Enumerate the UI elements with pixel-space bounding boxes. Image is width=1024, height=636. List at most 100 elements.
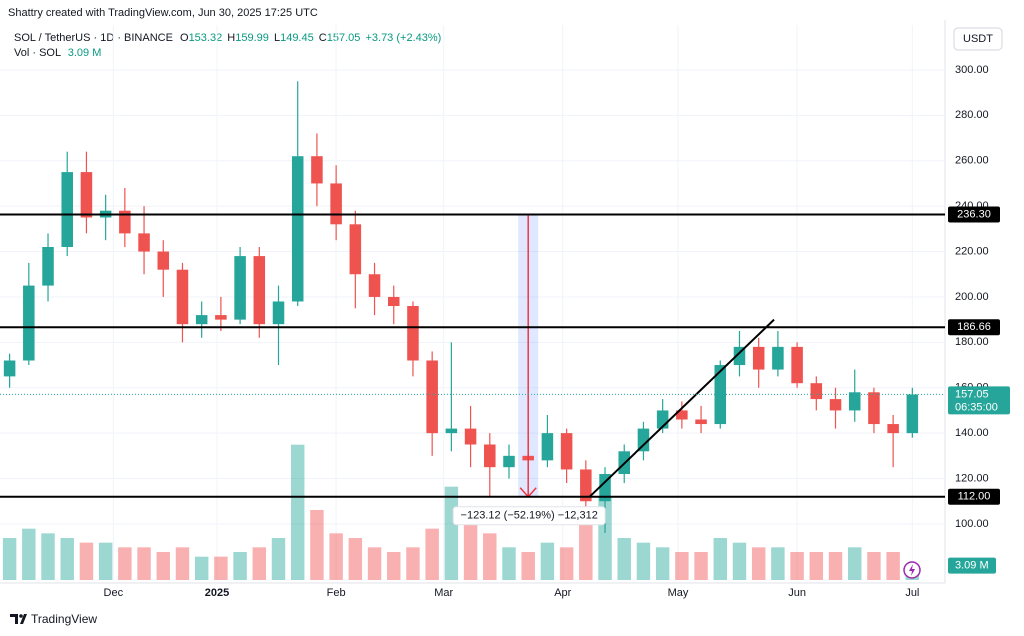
volume-bar (559, 547, 574, 580)
volume-bar (540, 542, 555, 580)
volume-bar (809, 552, 824, 580)
candle-body (157, 251, 170, 270)
x-tick-label: Jul (905, 587, 919, 599)
volume-bar (79, 542, 94, 580)
x-tick-label: May (668, 587, 689, 599)
volume-bar (118, 547, 132, 580)
volume-bar (194, 556, 209, 580)
candle-body (541, 433, 554, 461)
volume-bar (2, 538, 17, 580)
level-label-box (948, 206, 1000, 223)
x-tick-label: Mar (434, 587, 453, 599)
measure-label-box (452, 506, 606, 526)
candle-body (42, 247, 54, 286)
last-price-box (948, 386, 1010, 415)
volume-bar (483, 533, 497, 580)
volume-value: 3.09 M (68, 47, 102, 59)
brand-logo (10, 614, 27, 624)
ohlc-label: O (180, 32, 189, 44)
candle-body (868, 392, 880, 425)
candle-body (599, 473, 611, 502)
volume-bar (463, 524, 478, 580)
volume-bar (60, 538, 74, 580)
candle-body (733, 346, 746, 366)
ohlc-label: L (274, 32, 280, 44)
change: +3.73 (+2.43%) (365, 32, 441, 44)
level-label: 186.66 (957, 321, 991, 333)
x-tick-label: Feb (327, 587, 346, 599)
y-tick-label: 220.00 (955, 245, 989, 257)
currency-button[interactable] (953, 27, 1003, 51)
volume-bar (886, 552, 900, 580)
ohlc-value: 149.45 (280, 32, 314, 44)
volume-title: Vol · SOL (14, 47, 61, 59)
candle-body (791, 346, 803, 384)
candle-body (311, 156, 323, 184)
volume-bar (502, 547, 516, 580)
volume-bar (675, 552, 689, 580)
volume-header: Vol · SOL 3.09 M (14, 47, 101, 59)
candle-body (560, 433, 573, 470)
volume-bar (214, 556, 228, 580)
y-tick-label: 200.00 (955, 291, 989, 303)
brand-name: TradingView (31, 612, 97, 626)
level-label: 236.30 (957, 208, 991, 220)
volume-label: 3.09 M (955, 559, 989, 571)
y-tick-label: 180.00 (955, 336, 989, 348)
x-tick-label: 2025 (205, 587, 229, 599)
candle-body (138, 233, 150, 252)
y-tick-label: 140.00 (955, 427, 989, 439)
candle-body (810, 383, 823, 400)
volume-bar (348, 538, 363, 580)
candle-body (330, 183, 342, 225)
volume-bar (271, 538, 286, 580)
x-tick-label: Dec (104, 587, 124, 599)
volume-bar (848, 547, 862, 580)
candle-body (848, 392, 861, 411)
volume-bar (579, 514, 593, 580)
volume-bar (367, 547, 382, 580)
candle-body (176, 269, 189, 325)
legend-header: SOL / TetherUS · 1D · BINANCE O153.32 H1… (14, 32, 441, 44)
candle-body (368, 274, 381, 297)
ohlc-value: 153.32 (189, 32, 223, 44)
candle-body (887, 424, 899, 434)
candle-body (349, 224, 362, 275)
candle-body (272, 301, 285, 325)
candle-body (291, 156, 304, 302)
x-tick-label: Jun (788, 587, 806, 599)
attribution: Shattry created with TradingView.com, Ju… (8, 7, 318, 19)
candle-body (387, 296, 400, 307)
y-tick-label: 260.00 (955, 155, 989, 167)
candle-body (61, 172, 73, 247)
alert-bolt (909, 564, 915, 576)
volume-bar (22, 528, 36, 580)
volume-bar (329, 533, 343, 580)
candle-body (80, 172, 93, 218)
volume-bar (98, 542, 113, 580)
volume-bar (233, 552, 247, 580)
trendline (588, 318, 775, 498)
volume-bar (406, 547, 420, 580)
volume-bar (751, 547, 766, 580)
currency-label: USDT (963, 33, 993, 45)
candle-body (906, 394, 919, 434)
volume-bar (310, 510, 324, 580)
candle-body (3, 360, 16, 377)
volume-bar (636, 542, 651, 580)
volume-bar (290, 444, 305, 580)
candle-body (656, 410, 669, 429)
level-label-box (948, 488, 1000, 505)
volume-bar (444, 486, 459, 580)
candle-body (695, 419, 707, 425)
volume-bar (828, 552, 843, 580)
candle-body (119, 210, 131, 234)
volume-bar (732, 542, 747, 580)
y-tick-label: 300.00 (955, 64, 989, 76)
candle-body (580, 469, 592, 502)
volume-bar (252, 547, 267, 580)
volume-bar (617, 538, 631, 580)
volume-bar (713, 538, 727, 580)
